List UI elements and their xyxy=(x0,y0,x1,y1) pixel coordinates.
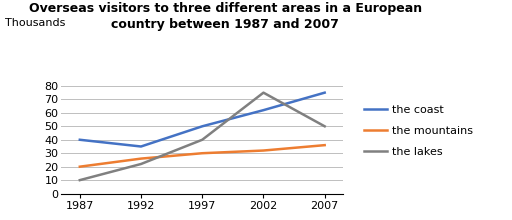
Text: Thousands: Thousands xyxy=(5,18,66,28)
Text: Overseas visitors to three different areas in a European
country between 1987 an: Overseas visitors to three different are… xyxy=(29,2,422,31)
Legend: the coast, the mountains, the lakes: the coast, the mountains, the lakes xyxy=(360,100,478,161)
